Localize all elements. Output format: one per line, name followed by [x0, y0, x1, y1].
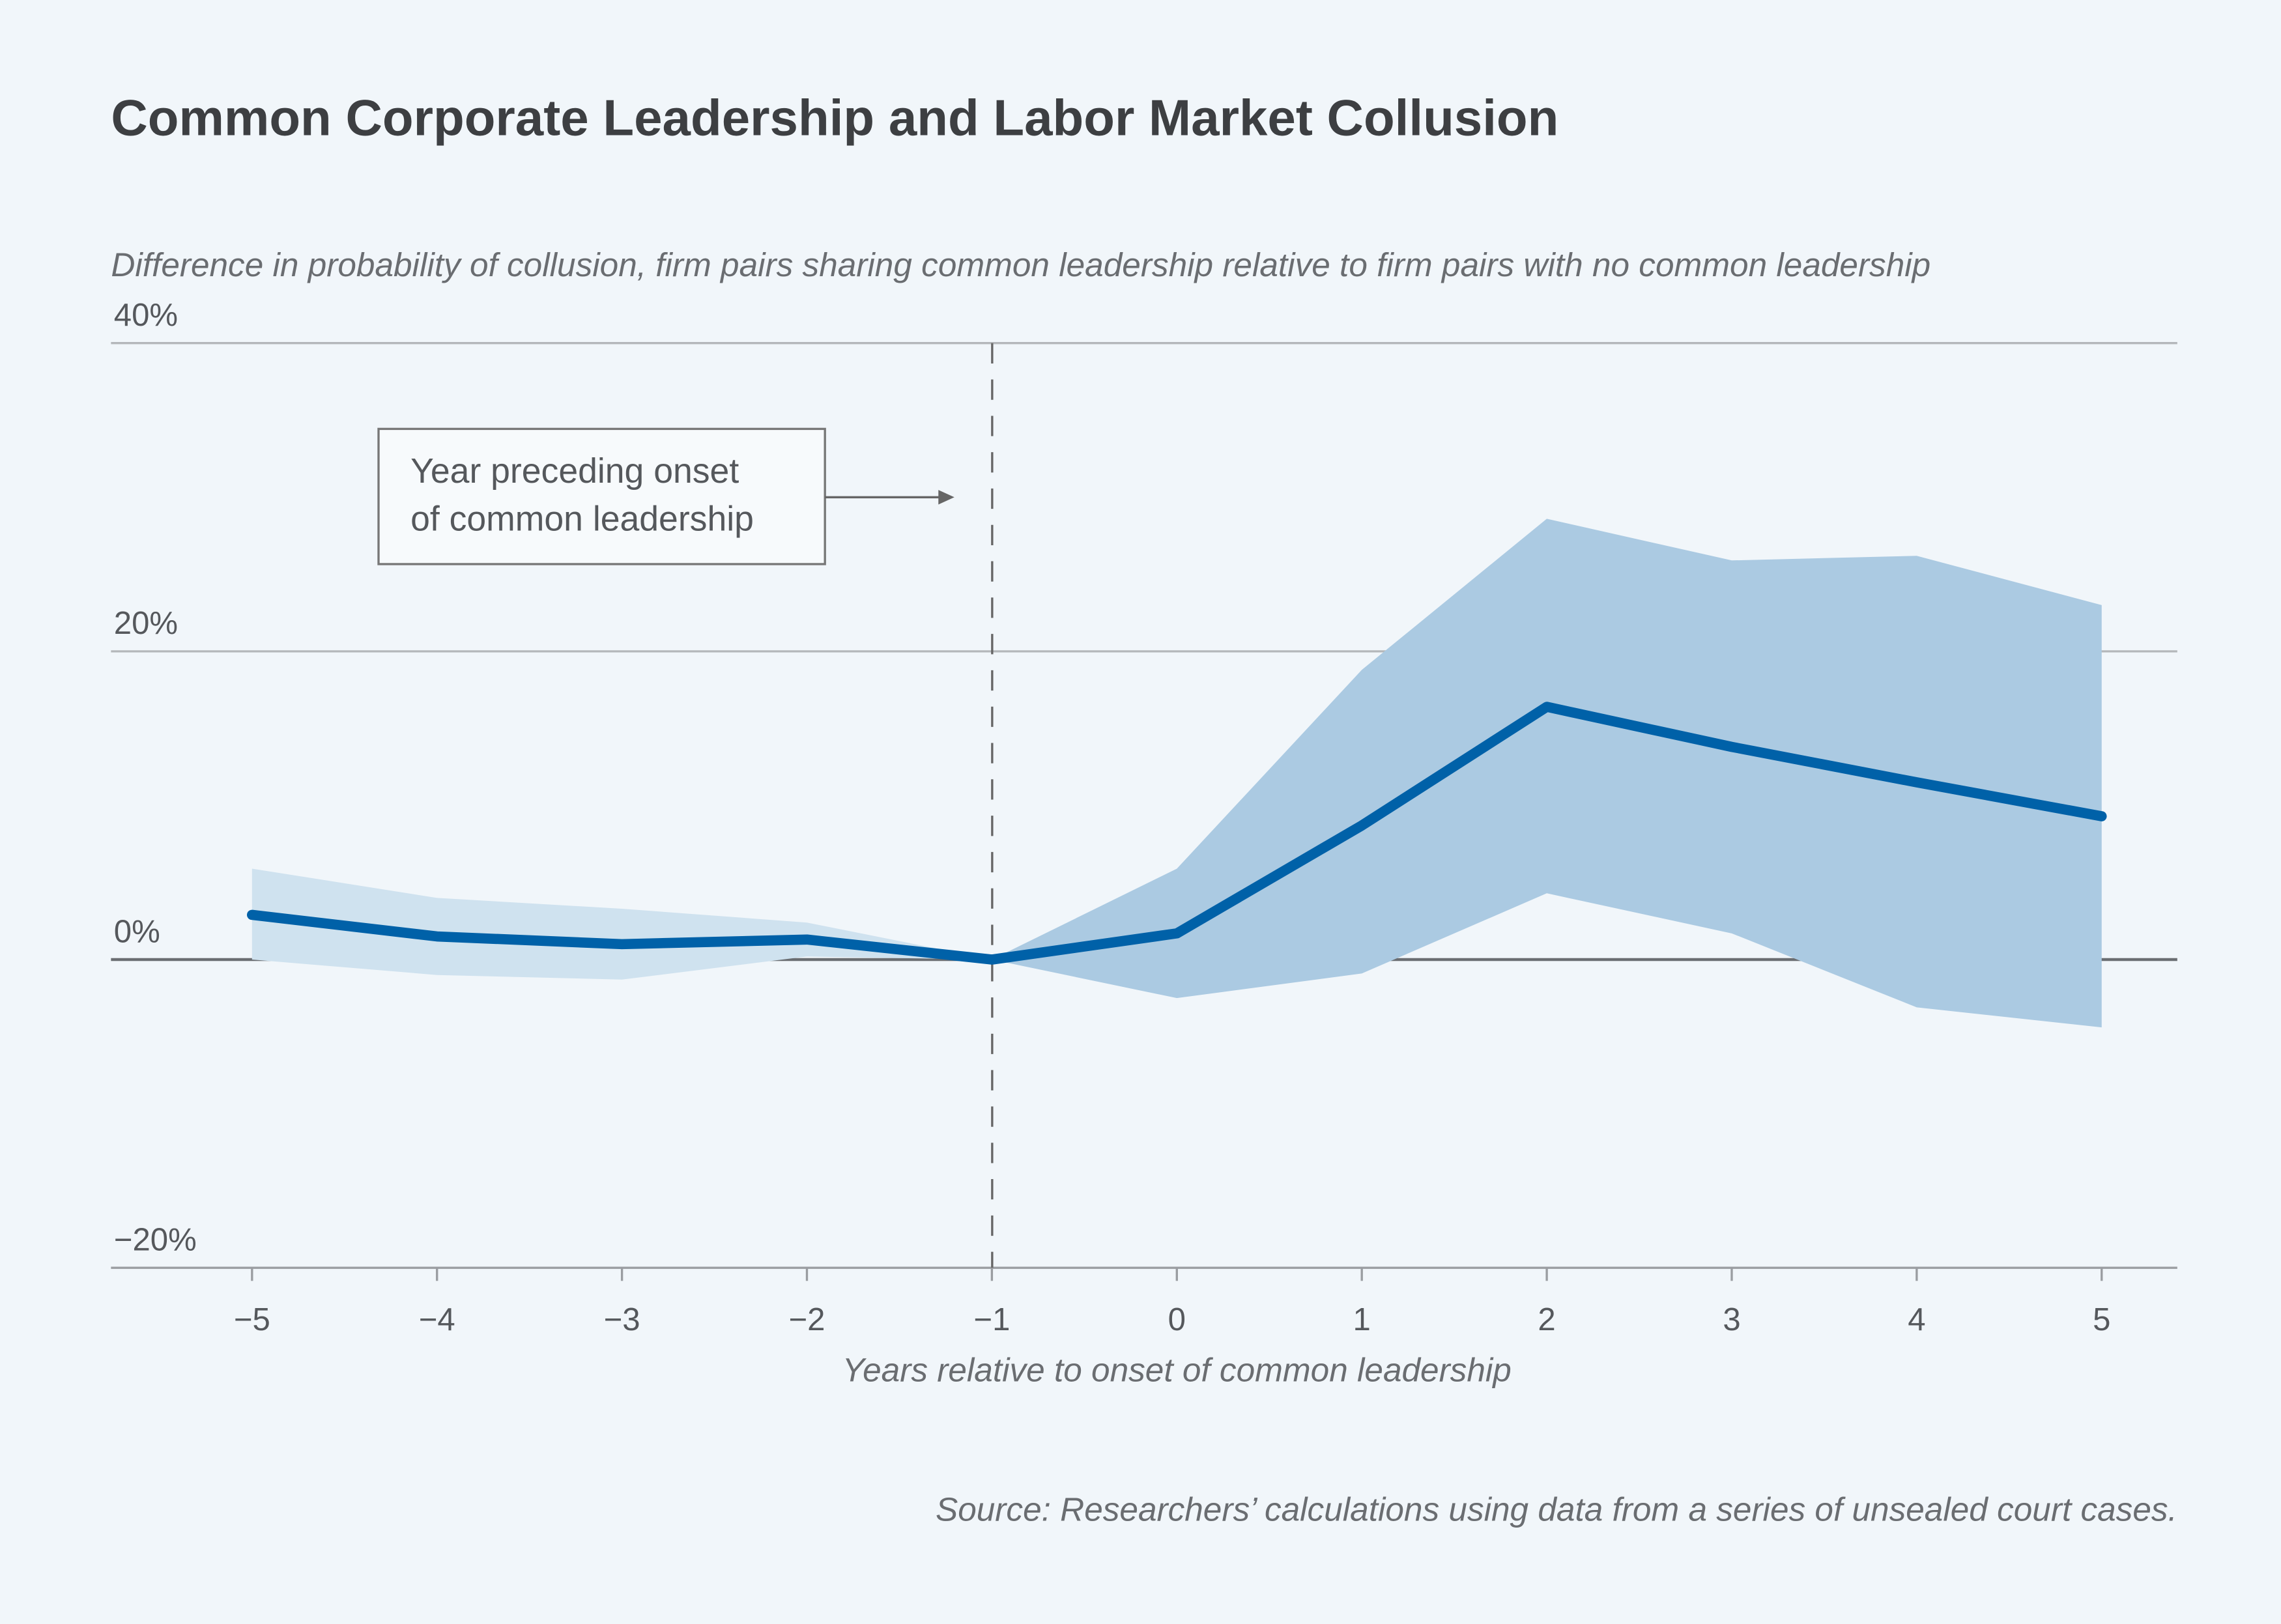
annotation-line-2: of common leadership [410, 500, 754, 539]
x-tick-label: −3 [604, 1302, 640, 1337]
x-ticks: −5 −4 −3 −2 −1 0 1 2 3 4 5 [234, 1268, 2110, 1337]
arrow-head-icon [938, 490, 954, 505]
y-tick-label: 40% [114, 298, 178, 333]
annotation-line-1: Year preceding onset [410, 452, 739, 491]
confidence-band-pre [251, 868, 992, 980]
confidence-band-post [992, 519, 2102, 1028]
x-tick-label: −4 [419, 1302, 455, 1337]
x-tick-label: 2 [1538, 1302, 1555, 1337]
x-tick-label: −2 [789, 1302, 825, 1337]
source-note: Source: Researchers’ calculations using … [936, 1491, 2177, 1528]
x-tick-label: 4 [1908, 1302, 1925, 1337]
series-line [247, 702, 2107, 965]
x-tick-label: 3 [1723, 1302, 1740, 1337]
annotation-box [377, 427, 826, 565]
confidence-bands [251, 519, 2102, 1028]
y-tick-label: −20% [114, 1222, 197, 1257]
x-axis-label: Years relative to onset of common leader… [842, 1351, 1512, 1388]
y-tick-label: 0% [114, 914, 160, 949]
x-tick-label: −5 [234, 1302, 270, 1337]
y-axis-label: Difference in probability of collusion, … [111, 246, 1930, 283]
x-tick-label: 1 [1353, 1302, 1371, 1337]
x-tick-label: 5 [2093, 1302, 2110, 1337]
x-tick-label: −1 [973, 1302, 1010, 1337]
annotation: Year preceding onset of common leadershi… [377, 427, 954, 565]
y-tick-labels: 40% 20% 0% −20% [114, 298, 197, 1257]
y-tick-label: 20% [114, 606, 178, 641]
chart-title: Common Corporate Leadership and Labor Ma… [111, 89, 1558, 147]
x-tick-label: 0 [1168, 1302, 1186, 1337]
